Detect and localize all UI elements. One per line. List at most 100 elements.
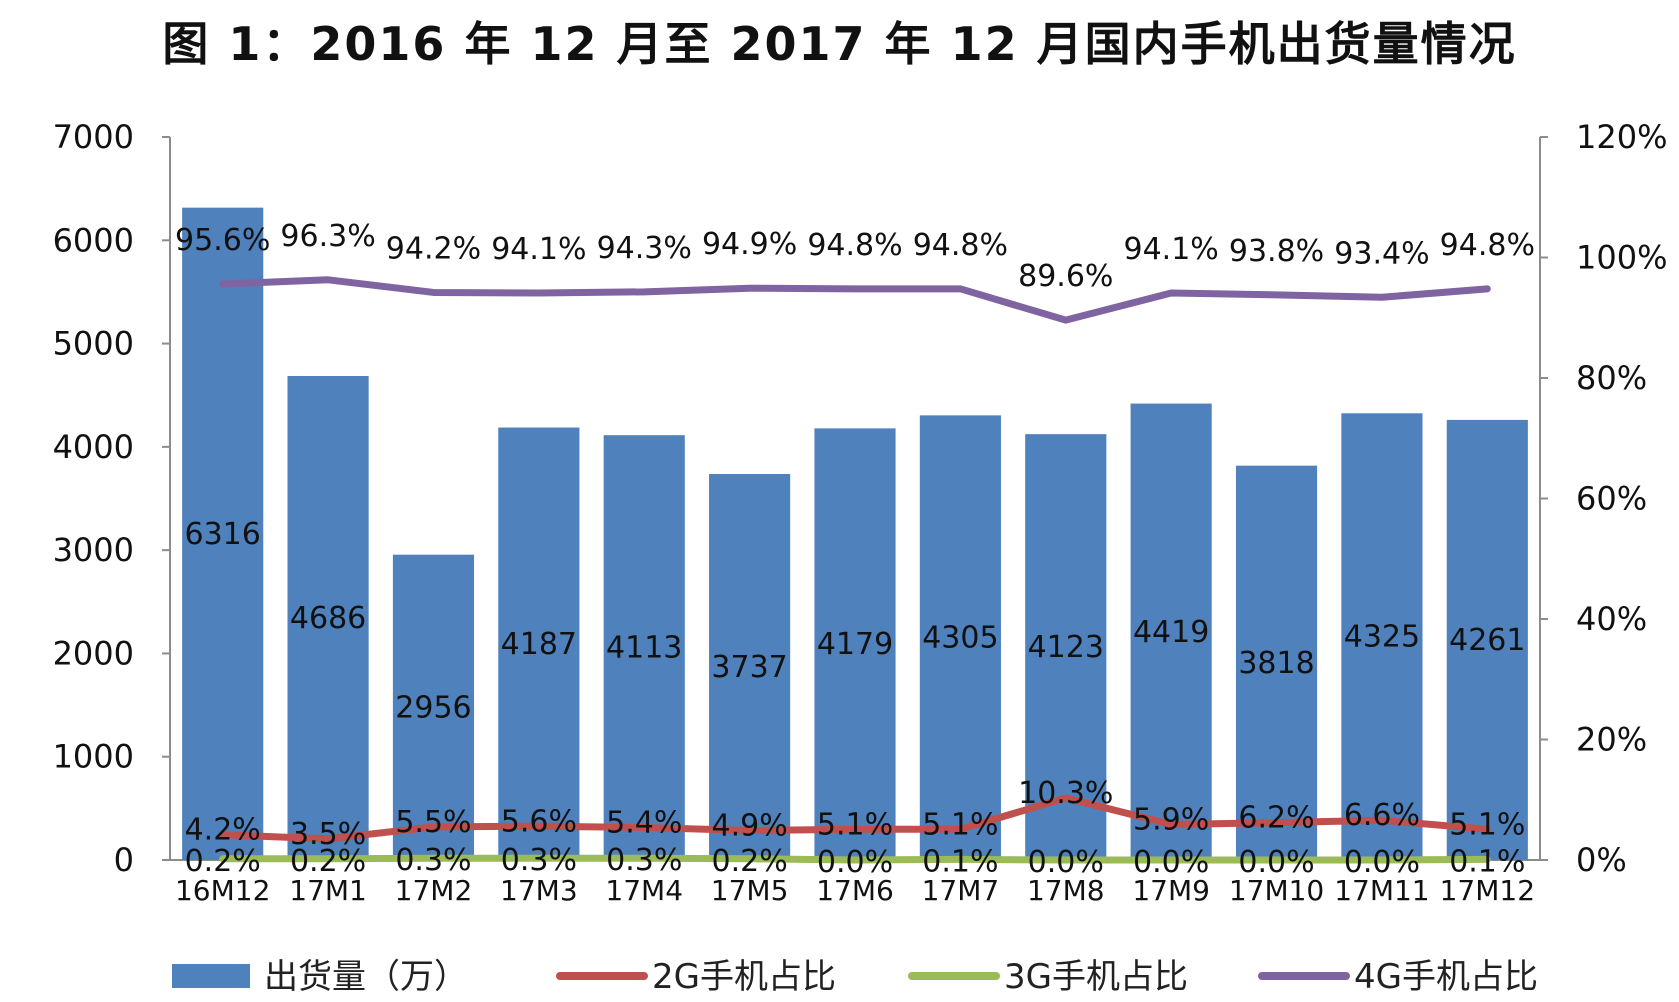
y-right-tick-label: 100% [1576, 239, 1667, 277]
bar-value-label: 4419 [1133, 615, 1209, 650]
chart-title: 图 1：2016 年 12 月至 2017 年 12 月国内手机出货量情况 [162, 17, 1517, 71]
series-point-label: 0.2% [290, 844, 366, 879]
series-point [1275, 859, 1278, 861]
y-left-tick-label: 5000 [53, 325, 134, 363]
series-point-label: 94.2% [386, 231, 481, 266]
series-point [1380, 296, 1383, 299]
bar [182, 207, 264, 860]
series-point-label: 0.3% [606, 843, 682, 878]
series-point [643, 290, 646, 293]
series-point [1275, 821, 1278, 824]
x-tick-label: 17M4 [605, 874, 683, 907]
bar [603, 435, 685, 860]
series-point [1064, 859, 1067, 861]
x-tick-label: 17M6 [816, 874, 894, 907]
bar [1130, 403, 1212, 860]
bar [1025, 434, 1107, 860]
series-point [1380, 859, 1383, 861]
series-point-label: 0.3% [395, 843, 471, 878]
series-point [327, 857, 330, 860]
series-point-label: 94.1% [1123, 232, 1218, 267]
y-left-tick-label: 4000 [53, 428, 134, 466]
series-point [748, 829, 751, 832]
y-right-tick-label: 20% [1576, 721, 1647, 759]
series-line [219, 276, 1491, 324]
series-point-label: 0.0% [1028, 845, 1104, 880]
series-point-label: 93.4% [1334, 236, 1429, 271]
lines-layer [219, 276, 1491, 864]
series-point [959, 287, 962, 290]
x-tick-label: 16M12 [175, 874, 270, 907]
bar-labels-layer: 6316 4686 2956 4187 4113 3737 4179 4305 4123 4419… [185, 517, 1526, 726]
bar [919, 415, 1001, 860]
series-point-label: 96.3% [280, 219, 375, 254]
series-point [959, 858, 962, 861]
bar [1341, 413, 1423, 860]
x-tick-label: 17M10 [1229, 874, 1324, 907]
series-point [537, 825, 540, 828]
legend-label: 2G手机占比 [652, 957, 836, 997]
bar [1235, 465, 1318, 860]
series-point-label: 0.1% [1449, 844, 1525, 879]
series-point-label: 5.9% [1133, 802, 1209, 837]
series-point [643, 857, 646, 860]
series-point-label: 4.9% [712, 808, 788, 843]
series-point [643, 826, 646, 829]
series-point-label: 93.8% [1229, 234, 1324, 269]
series-point-label: 94.9% [702, 227, 797, 262]
series-point-label: 3.5% [290, 817, 366, 852]
bar-value-label: 4686 [290, 601, 366, 636]
series-point [221, 283, 224, 286]
series-point-label: 94.8% [1440, 228, 1535, 263]
series-point-label: 10.3% [1018, 776, 1113, 811]
series-point [854, 287, 856, 290]
series-point-label: 5.5% [395, 805, 471, 840]
series-point-label: 0.2% [712, 844, 788, 879]
series-point-label: 6.6% [1344, 798, 1420, 833]
legend-swatch-bar [172, 964, 250, 988]
series-point-label: 5.4% [606, 805, 682, 840]
y-right-tick-label: 60% [1576, 480, 1647, 518]
series-point-label: 5.1% [922, 807, 998, 842]
series-point [748, 857, 751, 860]
series-point [1486, 858, 1489, 861]
legend-label: 出货量（万） [264, 957, 468, 997]
legend: 出货量（万） 2G手机占比 3G手机占比 4G手机占比 [172, 957, 1538, 997]
series-point [327, 837, 330, 840]
legend-label: 3G手机占比 [1004, 957, 1188, 997]
x-tick-label: 17M12 [1440, 874, 1535, 907]
y-right-tick-label: 80% [1576, 359, 1647, 397]
bar-value-label: 4305 [922, 621, 998, 656]
series-point-label: 0.0% [1133, 845, 1209, 880]
series-point [537, 292, 540, 295]
bar-value-label: 4179 [817, 627, 893, 662]
series-point-label: 0.1% [922, 844, 998, 879]
bar [1446, 419, 1528, 860]
bar [709, 474, 791, 860]
bar [287, 376, 369, 860]
series-point [854, 828, 856, 831]
bar-value-label: 6316 [185, 517, 261, 552]
series-point-label: 94.3% [597, 231, 692, 266]
series-point [748, 287, 751, 290]
y-left-tick-label: 6000 [53, 221, 134, 259]
line-labels-layer: 4.2% 3.5% 5.5% 5.6% 5.4% 4.9% 5.1% 5.1% 10.3% 5.9… [175, 219, 1535, 880]
series-point [1380, 819, 1383, 822]
y-left-tick-label: 1000 [53, 738, 134, 776]
x-tick-label: 17M11 [1334, 874, 1429, 907]
series-point [537, 857, 540, 860]
bar [814, 428, 896, 860]
bar-value-label: 4123 [1028, 630, 1104, 665]
series-point [432, 825, 435, 828]
series-point-label: 4.2% [185, 813, 261, 848]
bar [498, 427, 580, 860]
x-tick-label: 17M7 [922, 874, 1000, 907]
y-left-tick-label: 0 [114, 841, 134, 879]
bar-value-label: 4113 [606, 631, 682, 666]
x-tick-label: 17M2 [395, 874, 473, 907]
series-point [1064, 319, 1067, 322]
x-tick-label: 17M5 [711, 874, 789, 907]
x-tick-label: 17M1 [289, 874, 367, 907]
series-point [221, 833, 224, 836]
